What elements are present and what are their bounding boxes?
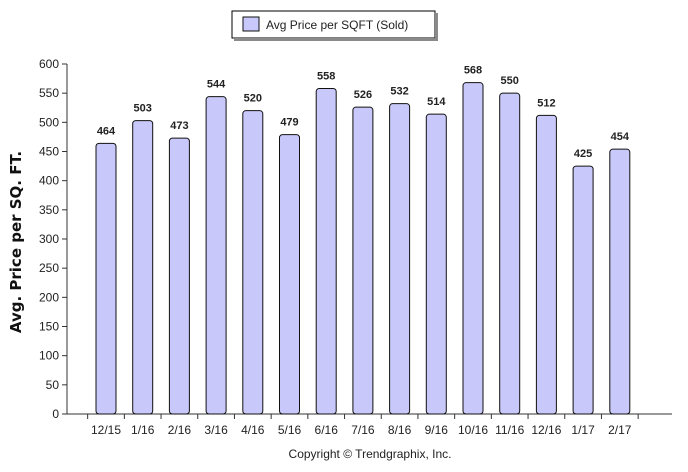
copyright-footer: Copyright © Trendgraphix, Inc. — [289, 447, 452, 461]
bar-value-label: 473 — [170, 120, 188, 132]
x-tick-label: 2/16 — [168, 423, 192, 437]
bar-value-label: 520 — [244, 93, 262, 105]
bar — [132, 120, 154, 415]
bar-value-label: 479 — [280, 117, 298, 129]
bar-value-label: 464 — [97, 125, 116, 137]
bar-value-label: 526 — [354, 89, 372, 101]
legend: Avg Price per SQFT (Sold) — [231, 10, 438, 41]
bar-value-label: 454 — [611, 131, 630, 143]
x-tick-label: 8/16 — [388, 423, 412, 437]
bar — [609, 148, 631, 415]
x-tick-label: 6/16 — [315, 423, 339, 437]
y-tick-label: 250 — [39, 261, 59, 275]
bar-value-label: 425 — [574, 148, 592, 160]
bar-value-label: 568 — [464, 65, 482, 77]
x-tick-label: 12/16 — [531, 423, 561, 437]
bar — [389, 103, 411, 415]
y-tick-label: 500 — [39, 115, 59, 129]
y-tick-label: 600 — [39, 57, 59, 71]
bar-value-label: 550 — [501, 75, 519, 87]
x-tick-label: 1/17 — [571, 423, 595, 437]
bar — [279, 134, 300, 415]
y-axis-label: Avg. Price per SQ. FT. — [7, 151, 25, 333]
bar-value-label: 514 — [427, 96, 446, 108]
y-tick-label: 150 — [39, 320, 59, 334]
bar-value-label: 558 — [317, 71, 335, 83]
legend-swatch — [242, 16, 260, 32]
bar-value-label: 544 — [207, 79, 226, 91]
data-labels: 464 503 473 544 520 479 558 526 532 514 568 550 512 4… — [97, 65, 630, 160]
x-tick-label: 4/16 — [241, 423, 265, 437]
legend-box-shadow — [435, 13, 438, 40]
x-tick-label: 9/16 — [425, 423, 449, 437]
legend-label: Avg Price per SQFT (Sold) — [266, 18, 408, 32]
bar — [425, 113, 447, 415]
y-tick-label: 300 — [39, 232, 59, 246]
bar — [535, 114, 557, 415]
x-tick-label: 11/16 — [495, 423, 524, 437]
bar — [205, 96, 227, 415]
x-tick-label: 10/16 — [458, 423, 488, 437]
x-tick-label: 12/15 — [91, 423, 121, 437]
bars — [95, 82, 631, 415]
x-tick-label: 7/16 — [351, 423, 375, 437]
legend-box — [231, 10, 436, 39]
bar — [462, 82, 484, 415]
axes: 0 50 100 150 200 250 300 350 400 450 500 550 600 12/1… — [39, 57, 672, 437]
bar — [572, 165, 594, 415]
x-tick-label: 3/16 — [204, 423, 228, 437]
legend-box-shadow-bottom — [234, 38, 438, 41]
y-tick-label: 550 — [39, 86, 59, 100]
y-tick-label: 350 — [39, 203, 59, 217]
bar — [95, 142, 117, 415]
x-tick-label: 2/17 — [608, 423, 632, 437]
bar — [352, 106, 374, 415]
bar-value-label: 532 — [390, 86, 408, 98]
bar — [499, 92, 521, 415]
y-tick-label: 50 — [46, 378, 60, 392]
bar — [315, 88, 337, 415]
bar-value-label: 512 — [537, 97, 555, 109]
bar-value-label: 503 — [134, 103, 152, 115]
x-tick-label: 5/16 — [278, 423, 302, 437]
bar — [242, 110, 264, 415]
y-tick-label: 100 — [39, 349, 59, 363]
x-tick-label: 1/16 — [131, 423, 155, 437]
y-tick-label: 200 — [39, 290, 59, 304]
y-tick-label: 450 — [39, 145, 59, 159]
bar — [168, 137, 190, 415]
y-tick-label: 0 — [52, 407, 59, 421]
y-tick-label: 400 — [39, 174, 59, 188]
